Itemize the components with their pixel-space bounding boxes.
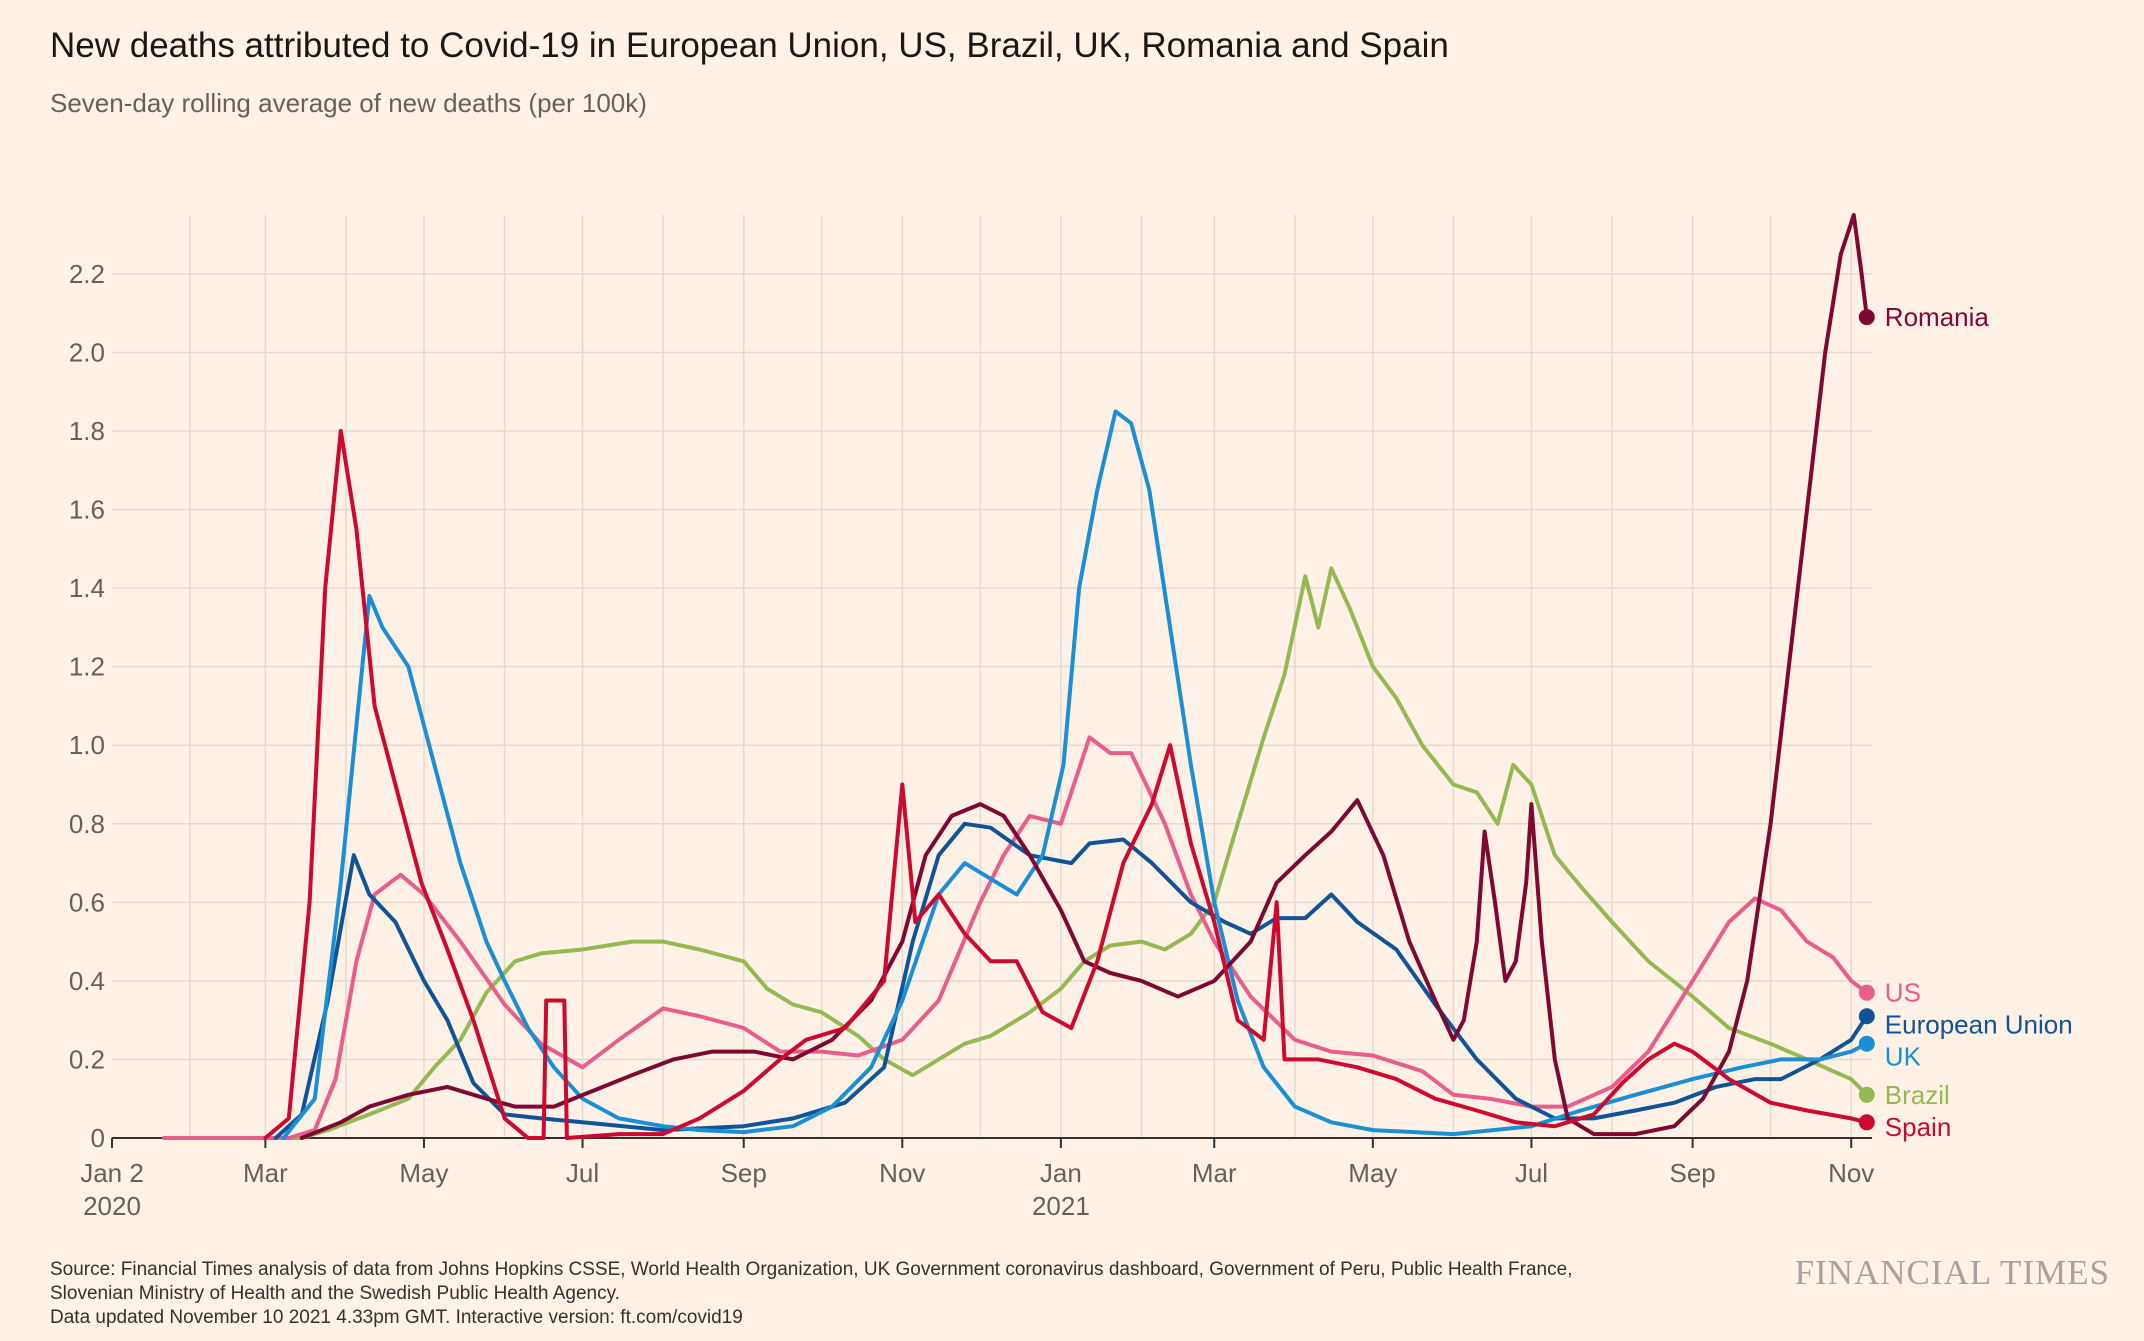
end-dot-us — [1858, 984, 1875, 1001]
x-tick-label: Mar — [243, 1158, 288, 1188]
chart-title: New deaths attributed to Covid-19 in Eur… — [50, 26, 1449, 65]
end-dot-brazil — [1858, 1086, 1875, 1103]
y-tick-label: 0.2 — [69, 1044, 105, 1074]
x-tick-label: Jan — [1040, 1158, 1082, 1188]
end-label: US — [1885, 978, 1921, 1008]
ft-logo: FINANCIAL TIMES — [1794, 1253, 2110, 1292]
y-tick-label: 1.8 — [69, 416, 105, 446]
x-tick-label: Nov — [879, 1158, 925, 1188]
x-tick-label: May — [1348, 1158, 1397, 1188]
x-tick-label: Sep — [721, 1158, 767, 1188]
y-tick-label: 0.4 — [69, 966, 105, 996]
source-line-1: Source: Financial Times analysis of data… — [50, 1259, 1573, 1280]
x-tick-label: Jul — [1515, 1158, 1548, 1188]
end-dot-spain — [1858, 1114, 1875, 1131]
y-tick-label: 1.0 — [69, 730, 105, 760]
end-label: European Union — [1885, 1010, 2073, 1040]
y-tick-label: 1.4 — [69, 573, 105, 603]
update-note: Data updated November 10 2021 4.33pm GMT… — [50, 1307, 743, 1328]
source-line-2: Slovenian Ministry of Health and the Swe… — [50, 1283, 620, 1304]
series-line-european-union — [273, 821, 1869, 1140]
end-dot-romania — [1858, 309, 1875, 326]
x-tick-label: Mar — [1192, 1158, 1237, 1188]
y-tick-label: 1.6 — [69, 495, 105, 525]
x-tick-label: May — [399, 1158, 448, 1188]
x-tick-label: Sep — [1669, 1158, 1715, 1188]
y-tick-label: 2.2 — [69, 259, 105, 289]
chart-subtitle: Seven-day rolling average of new deaths … — [50, 88, 647, 118]
series-line-uk — [281, 409, 1869, 1140]
end-label: UK — [1885, 1042, 1922, 1072]
gridlines — [112, 215, 1872, 1138]
source-note: Source: Financial Times analysis of data… — [50, 1258, 1750, 1330]
x-tick-label: Jul — [566, 1158, 599, 1188]
end-label: Spain — [1885, 1112, 1952, 1142]
y-tick-label: 0.6 — [69, 887, 105, 917]
x-tick-year-label: 2020 — [83, 1191, 141, 1221]
x-tick-label: Jan 2 — [80, 1158, 144, 1188]
end-dot-uk — [1858, 1035, 1875, 1052]
series-line-romania — [299, 213, 1869, 1140]
end-dot-european-union — [1858, 1008, 1875, 1025]
series-line-brazil — [162, 566, 1869, 1140]
x-tick-label: Nov — [1828, 1158, 1874, 1188]
y-tick-label: 0 — [91, 1123, 105, 1153]
end-label: Brazil — [1885, 1080, 1950, 1110]
series-lines — [162, 213, 1875, 1140]
y-tick-label: 2.0 — [69, 337, 105, 367]
x-tick-year-label: 2021 — [1032, 1191, 1090, 1221]
series-line-spain — [263, 429, 1869, 1140]
series-line-us — [162, 735, 1869, 1140]
end-label: Romania — [1885, 302, 1990, 332]
y-tick-label: 1.2 — [69, 652, 105, 682]
y-tick-label: 0.8 — [69, 809, 105, 839]
